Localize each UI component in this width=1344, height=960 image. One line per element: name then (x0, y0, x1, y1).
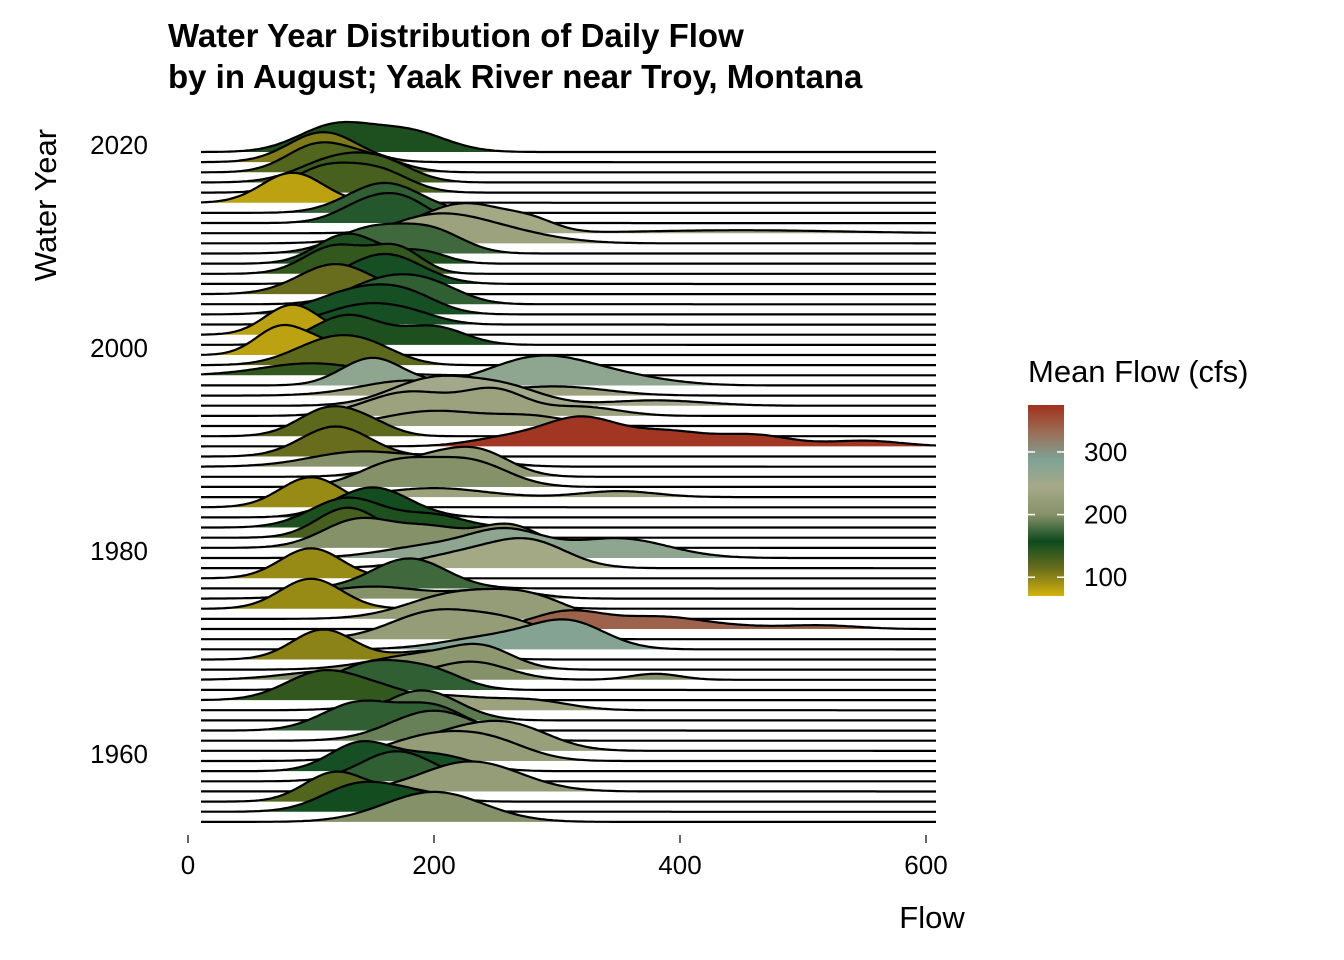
ridge-area-1990 (201, 426, 936, 457)
x-tick-label: 600 (904, 850, 947, 880)
ridge-area-2015 (201, 172, 936, 203)
chart-title: Water Year Distribution of Daily Flow by… (168, 17, 863, 95)
ridge-line-2002 (201, 303, 936, 336)
y-tick-label: 2020 (90, 130, 148, 160)
ridge-area-1994 (201, 387, 936, 416)
ridge-line-1983 (201, 496, 936, 529)
ridge-area-1992 (201, 406, 936, 437)
ridge-line-1985 (201, 476, 936, 509)
x-tick-label: 0 (181, 850, 195, 880)
x-tick-label: 400 (658, 850, 701, 880)
x-tick-label: 200 (412, 850, 455, 880)
legend-tick-label: 100 (1084, 562, 1127, 592)
ridge-area-2020 (201, 122, 936, 152)
ridge-line-1963 (201, 699, 936, 732)
ridge-line-2015 (200, 171, 936, 204)
ridge-area-1980 (201, 528, 936, 558)
ridge-line-1997 (201, 354, 936, 387)
ridge-area-1966 (201, 670, 936, 701)
ridge-area-2001 (201, 314, 936, 345)
ridge-line-2008 (201, 242, 936, 275)
ridge-line-2003 (201, 302, 936, 326)
ridge-line-2019 (201, 131, 936, 164)
ridges-group (200, 120, 937, 823)
x-axis-title: Flow (899, 900, 965, 935)
ridge-line-2001 (201, 313, 936, 346)
ridge-area-1985 (201, 477, 936, 508)
ridge-line-1974 (201, 587, 936, 620)
ridge-area-1961 (201, 720, 936, 751)
legend-tick-label: 300 (1084, 437, 1127, 467)
ridge-line-1961 (201, 719, 936, 752)
ridge-line-2013 (201, 192, 936, 225)
ridge-line-2017 (201, 151, 936, 184)
ridge-line-2014 (201, 181, 936, 214)
ridge-line-1970 (201, 628, 936, 661)
legend-colorbar (1028, 405, 1064, 596)
y-axis-ticks: 1960 1980 2000 2020 (90, 130, 148, 769)
ridge-line-2020 (201, 120, 936, 154)
ridge-line-1988 (201, 445, 936, 478)
ridge-line-1995 (201, 374, 936, 407)
x-axis-ticks: 0 200 400 600 (181, 835, 948, 880)
ridge-area-2003 (201, 303, 936, 325)
ridge-area-1976 (201, 586, 936, 599)
ridge-area-1981 (201, 517, 936, 548)
ridge-line-1978 (200, 547, 936, 580)
ridge-line-1989 (201, 450, 936, 468)
ridge-area-1962 (201, 710, 936, 741)
ridge-area-1963 (201, 700, 936, 731)
ridge-line-2004 (201, 283, 936, 316)
ridge-line-1966 (200, 669, 936, 702)
ridge-line-2009 (201, 232, 936, 265)
ridge-area-2013 (201, 193, 936, 224)
ridge-area-1967 (201, 660, 936, 690)
y-axis-title: Water Year (28, 129, 63, 281)
ridge-area-1991 (201, 416, 936, 447)
ridge-area-1954 (201, 791, 936, 822)
ridge-line-1959 (201, 739, 936, 773)
ridge-area-1975 (201, 578, 936, 609)
ridge-area-1971 (201, 619, 936, 650)
ridge-area-1972 (201, 609, 936, 640)
chart-title-line-2: by in August; Yaak River near Troy, Mont… (168, 58, 863, 95)
ridge-line-2016 (201, 161, 936, 194)
ridge-line-1955 (201, 780, 936, 813)
ridge-line-1954 (201, 790, 936, 823)
legend-tick-label: 200 (1084, 500, 1127, 530)
ridge-line-2006 (200, 262, 936, 296)
ridge-area-1999 (201, 335, 936, 366)
ridge-line-1962 (201, 709, 936, 742)
ridge-line-1956 (201, 770, 936, 803)
ridge-line-2018 (201, 141, 936, 174)
ridge-area-1958 (201, 751, 936, 782)
ridge-line-1982 (201, 506, 936, 539)
ridge-line-1965 (201, 693, 936, 712)
legend-title: Mean Flow (cfs) (1028, 354, 1248, 389)
ridge-area-1987 (201, 456, 936, 487)
legend-ticks: 300 200 100 (1028, 437, 1127, 592)
legend: Mean Flow (cfs) 300 200 100 (1028, 354, 1248, 596)
ridge-line-1990 (201, 425, 936, 458)
ridge-line-2012 (201, 202, 936, 235)
ridge-line-1996 (201, 379, 936, 397)
ridge-area-1977 (201, 558, 936, 589)
y-tick-label: 1960 (90, 739, 148, 769)
chart-title-line-1: Water Year Distribution of Daily Flow (168, 17, 744, 54)
y-tick-label: 1980 (90, 536, 148, 566)
ridge-area-1978 (201, 548, 936, 579)
ridge-area-1997 (201, 355, 936, 386)
ridge-line-1969 (201, 642, 936, 671)
y-tick-label: 2000 (90, 333, 148, 363)
